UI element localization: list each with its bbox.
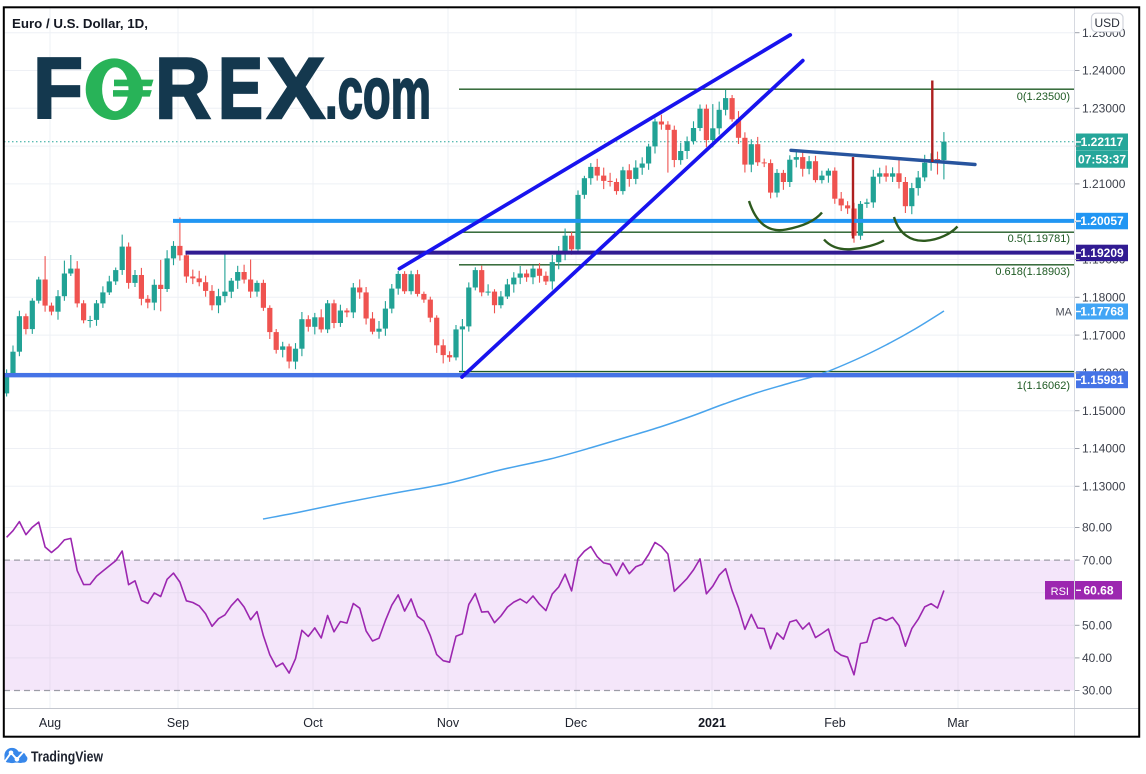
svg-text:1.24000: 1.24000 xyxy=(1082,64,1126,78)
svg-text:F: F xyxy=(33,41,83,137)
svg-text:60.68: 60.68 xyxy=(1083,584,1113,598)
svg-text:Oct: Oct xyxy=(303,716,323,730)
svg-text:Feb: Feb xyxy=(824,716,846,730)
svg-text:X: X xyxy=(267,41,325,137)
svg-text:Sep: Sep xyxy=(167,716,189,730)
svg-text:1.22117: 1.22117 xyxy=(1081,135,1124,149)
svg-text:0.5(1.19781): 0.5(1.19781) xyxy=(1008,233,1070,245)
svg-text:Euro / U.S. Dollar, 1D,: Euro / U.S. Dollar, 1D, xyxy=(12,16,148,31)
svg-text:1.15981: 1.15981 xyxy=(1080,373,1124,387)
svg-text:1.18000: 1.18000 xyxy=(1082,291,1126,305)
svg-text:R: R xyxy=(155,41,211,137)
svg-text:Aug: Aug xyxy=(39,716,61,730)
svg-text:1.17000: 1.17000 xyxy=(1082,328,1126,342)
svg-text:1(1.16062): 1(1.16062) xyxy=(1017,380,1070,392)
svg-text:Dec: Dec xyxy=(565,716,587,730)
svg-text:1.15000: 1.15000 xyxy=(1082,404,1126,418)
svg-text:30.00: 30.00 xyxy=(1082,684,1112,698)
svg-text:Nov: Nov xyxy=(437,716,460,730)
svg-text:TradingView: TradingView xyxy=(31,750,104,766)
svg-text:0.618(1.18903): 0.618(1.18903) xyxy=(995,266,1070,278)
svg-text:USD: USD xyxy=(1095,16,1121,30)
svg-text:1.20057: 1.20057 xyxy=(1080,214,1124,228)
svg-text:RSI: RSI xyxy=(1051,586,1069,598)
svg-text:.com: .com xyxy=(325,54,431,134)
svg-text:Mar: Mar xyxy=(947,716,969,730)
svg-text:1.17768: 1.17768 xyxy=(1080,305,1124,319)
svg-text:50.00: 50.00 xyxy=(1082,619,1112,633)
svg-text:70.00: 70.00 xyxy=(1082,553,1112,567)
svg-text:1.21000: 1.21000 xyxy=(1082,177,1126,191)
svg-text:80.00: 80.00 xyxy=(1082,521,1112,535)
svg-text:1.13000: 1.13000 xyxy=(1082,480,1126,494)
svg-text:MA: MA xyxy=(1056,307,1073,319)
svg-text:0(1.23500): 0(1.23500) xyxy=(1017,91,1070,103)
svg-text:1.19209: 1.19209 xyxy=(1080,246,1124,260)
svg-text:1.14000: 1.14000 xyxy=(1082,442,1126,456)
svg-text:1.23000: 1.23000 xyxy=(1082,102,1126,116)
svg-text:40.00: 40.00 xyxy=(1082,651,1112,665)
svg-text:E: E xyxy=(218,41,263,137)
svg-text:2021: 2021 xyxy=(698,716,726,730)
svg-text:07:53:37: 07:53:37 xyxy=(1078,152,1126,166)
